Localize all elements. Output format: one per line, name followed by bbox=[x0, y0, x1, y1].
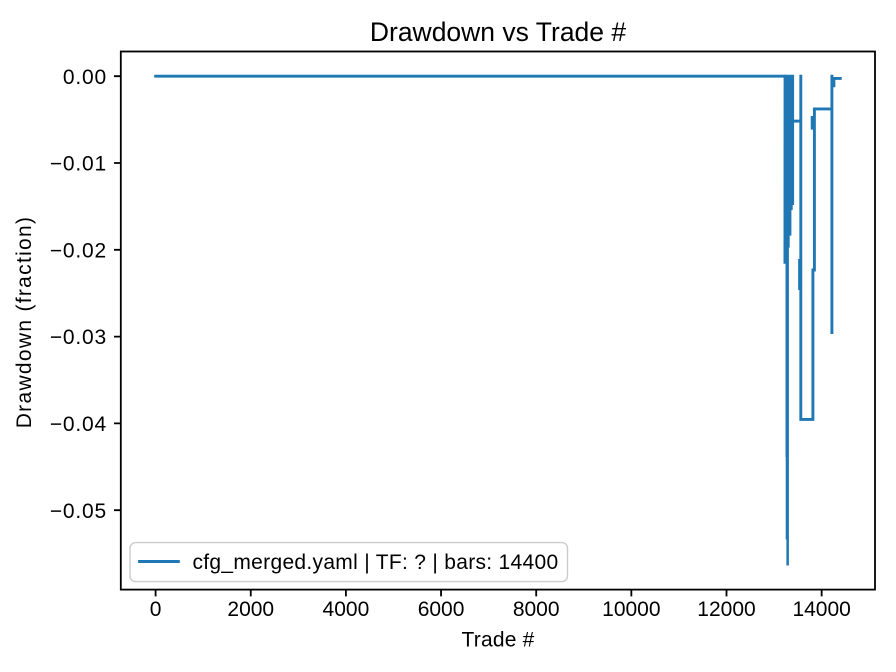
svg-text:cfg_merged.yaml | TF: ? | bars: cfg_merged.yaml | TF: ? | bars: 14400 bbox=[193, 551, 559, 574]
svg-text:4000: 4000 bbox=[323, 598, 370, 621]
svg-text:−0.01: −0.01 bbox=[50, 153, 107, 176]
svg-text:−0.03: −0.03 bbox=[50, 326, 107, 349]
svg-text:12000: 12000 bbox=[697, 598, 755, 621]
svg-text:10000: 10000 bbox=[602, 598, 660, 621]
svg-text:0: 0 bbox=[150, 598, 162, 621]
svg-text:Trade #: Trade # bbox=[462, 629, 535, 652]
svg-text:−0.02: −0.02 bbox=[50, 239, 107, 262]
svg-text:6000: 6000 bbox=[418, 598, 465, 621]
svg-text:0.00: 0.00 bbox=[63, 66, 107, 89]
svg-text:Drawdown (fraction): Drawdown (fraction) bbox=[13, 216, 36, 429]
svg-text:Drawdown vs Trade #: Drawdown vs Trade # bbox=[370, 17, 627, 47]
svg-text:2000: 2000 bbox=[227, 598, 274, 621]
svg-text:8000: 8000 bbox=[513, 598, 560, 621]
svg-text:−0.04: −0.04 bbox=[50, 413, 107, 436]
svg-text:−0.05: −0.05 bbox=[50, 500, 107, 523]
svg-text:14000: 14000 bbox=[792, 598, 850, 621]
